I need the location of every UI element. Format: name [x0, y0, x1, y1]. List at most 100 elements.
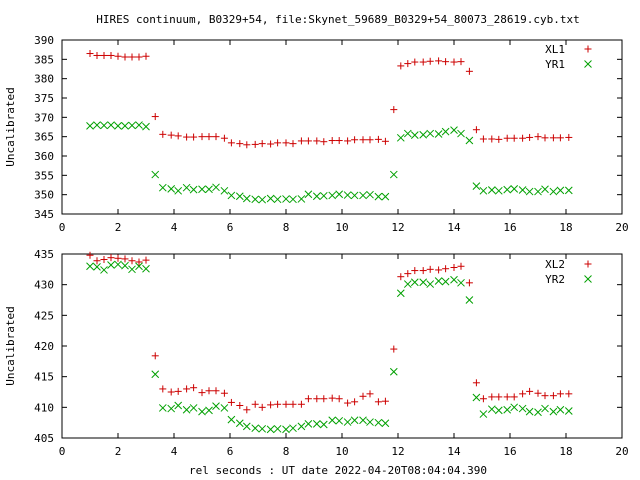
data-point-yr1 [142, 122, 150, 131]
data-point-yr2 [212, 402, 220, 410]
data-point-xl1 [174, 132, 182, 140]
y-tick-label: 420 [34, 340, 54, 353]
y-tick-label: 435 [34, 248, 54, 261]
data-point-yr1 [128, 121, 136, 130]
data-point-xl1 [390, 106, 398, 114]
data-point-xl2 [86, 251, 94, 259]
data-point-xl2 [390, 345, 398, 353]
data-point-xl2 [114, 254, 122, 262]
data-point-xl1 [397, 62, 405, 70]
data-point-yr2 [328, 416, 337, 425]
data-point-xl2 [450, 263, 458, 271]
data-point-xl2 [359, 392, 367, 400]
y-tick-label: 430 [34, 279, 54, 292]
data-point-yr2 [465, 296, 474, 304]
x-tick-label: 16 [503, 221, 516, 234]
data-point-yr1 [273, 195, 282, 204]
x-tick-label: 16 [503, 445, 516, 458]
data-point-xl1 [128, 53, 136, 61]
data-point-yr1 [359, 191, 367, 200]
x-tick-label: 4 [171, 221, 178, 234]
data-point-xl1 [465, 67, 473, 75]
data-point-xl1 [289, 140, 297, 148]
data-point-yr2 [266, 425, 275, 434]
x-tick-label: 2 [115, 445, 122, 458]
data-point-yr1 [114, 121, 122, 130]
data-point-xl2 [267, 401, 275, 409]
data-point-yr2 [525, 407, 534, 416]
data-point-xl2 [107, 254, 115, 262]
x-tick-label: 12 [391, 221, 404, 234]
data-point-xl2 [212, 387, 220, 395]
data-point-yr1 [107, 121, 115, 129]
data-point-xl1 [472, 126, 480, 134]
data-point-yr1 [121, 121, 129, 130]
data-point-xl2 [526, 387, 534, 395]
data-point-xl2 [435, 266, 443, 274]
data-point-yr2 [86, 262, 94, 271]
x-tick-label: 10 [335, 221, 348, 234]
data-point-xl2 [419, 267, 427, 275]
data-point-xl2 [328, 394, 336, 402]
data-point-xl2 [227, 398, 235, 406]
data-point-yr1 [220, 186, 229, 195]
data-point-yr1 [556, 186, 565, 195]
data-point-xl2 [519, 390, 527, 398]
data-point-yr1 [182, 183, 191, 192]
data-point-xl2 [381, 397, 389, 405]
data-point-yr2 [426, 280, 435, 288]
data-point-xl2 [174, 387, 182, 395]
y-tick-label: 350 [34, 189, 54, 202]
data-point-yr2 [359, 416, 367, 425]
data-point-yr1 [389, 170, 398, 179]
data-point-xl1 [351, 136, 359, 144]
legend-label-yr1: YR1 [545, 58, 565, 71]
data-point-xl1 [267, 140, 275, 148]
data-point-yr1 [158, 183, 167, 192]
data-point-yr2 [107, 261, 115, 269]
data-point-yr1 [441, 127, 450, 136]
y-tick-label: 345 [34, 208, 54, 221]
data-point-xl2 [534, 389, 542, 397]
y-tick-label: 360 [34, 150, 54, 163]
data-point-yr2 [235, 419, 244, 428]
data-point-yr2 [441, 277, 450, 286]
legend-label-xl1: XL1 [545, 43, 565, 56]
data-point-yr1 [534, 187, 542, 196]
data-point-xl1 [320, 138, 328, 146]
data-point-yr1 [487, 186, 496, 194]
data-point-yr2 [251, 424, 260, 433]
data-point-yr1 [266, 194, 275, 203]
data-point-yr1 [503, 185, 512, 194]
data-point-xl2 [565, 390, 573, 398]
data-point-xl2 [320, 395, 328, 403]
data-point-xl1 [335, 137, 343, 145]
data-point-xl2 [183, 385, 191, 393]
data-point-xl1 [190, 133, 198, 141]
data-point-yr2 [556, 405, 565, 414]
data-point-xl1 [556, 134, 564, 142]
data-point-xl1 [359, 136, 367, 144]
data-point-yr2 [273, 424, 282, 433]
x-tick-label: 8 [283, 221, 290, 234]
data-point-xl1 [93, 51, 101, 59]
data-point-yr2 [135, 262, 143, 271]
data-point-xl1 [135, 53, 143, 61]
data-point-xl1 [404, 60, 412, 68]
data-point-yr2 [205, 406, 213, 415]
data-point-xl1 [167, 131, 175, 139]
data-point-yr2 [564, 407, 573, 415]
x-tick-label: 0 [59, 221, 66, 234]
x-tick-label: 2 [115, 221, 122, 234]
data-point-yr2 [220, 404, 229, 412]
data-point-xl1 [541, 134, 549, 142]
data-point-xl1 [442, 58, 450, 66]
x-tick-label: 0 [59, 445, 66, 458]
data-point-yr2 [93, 263, 101, 271]
data-point-yr2 [403, 280, 412, 288]
data-point-yr2 [304, 420, 313, 428]
data-point-yr2 [297, 422, 306, 431]
data-point-yr1 [403, 129, 412, 138]
data-point-yr2 [335, 416, 344, 425]
